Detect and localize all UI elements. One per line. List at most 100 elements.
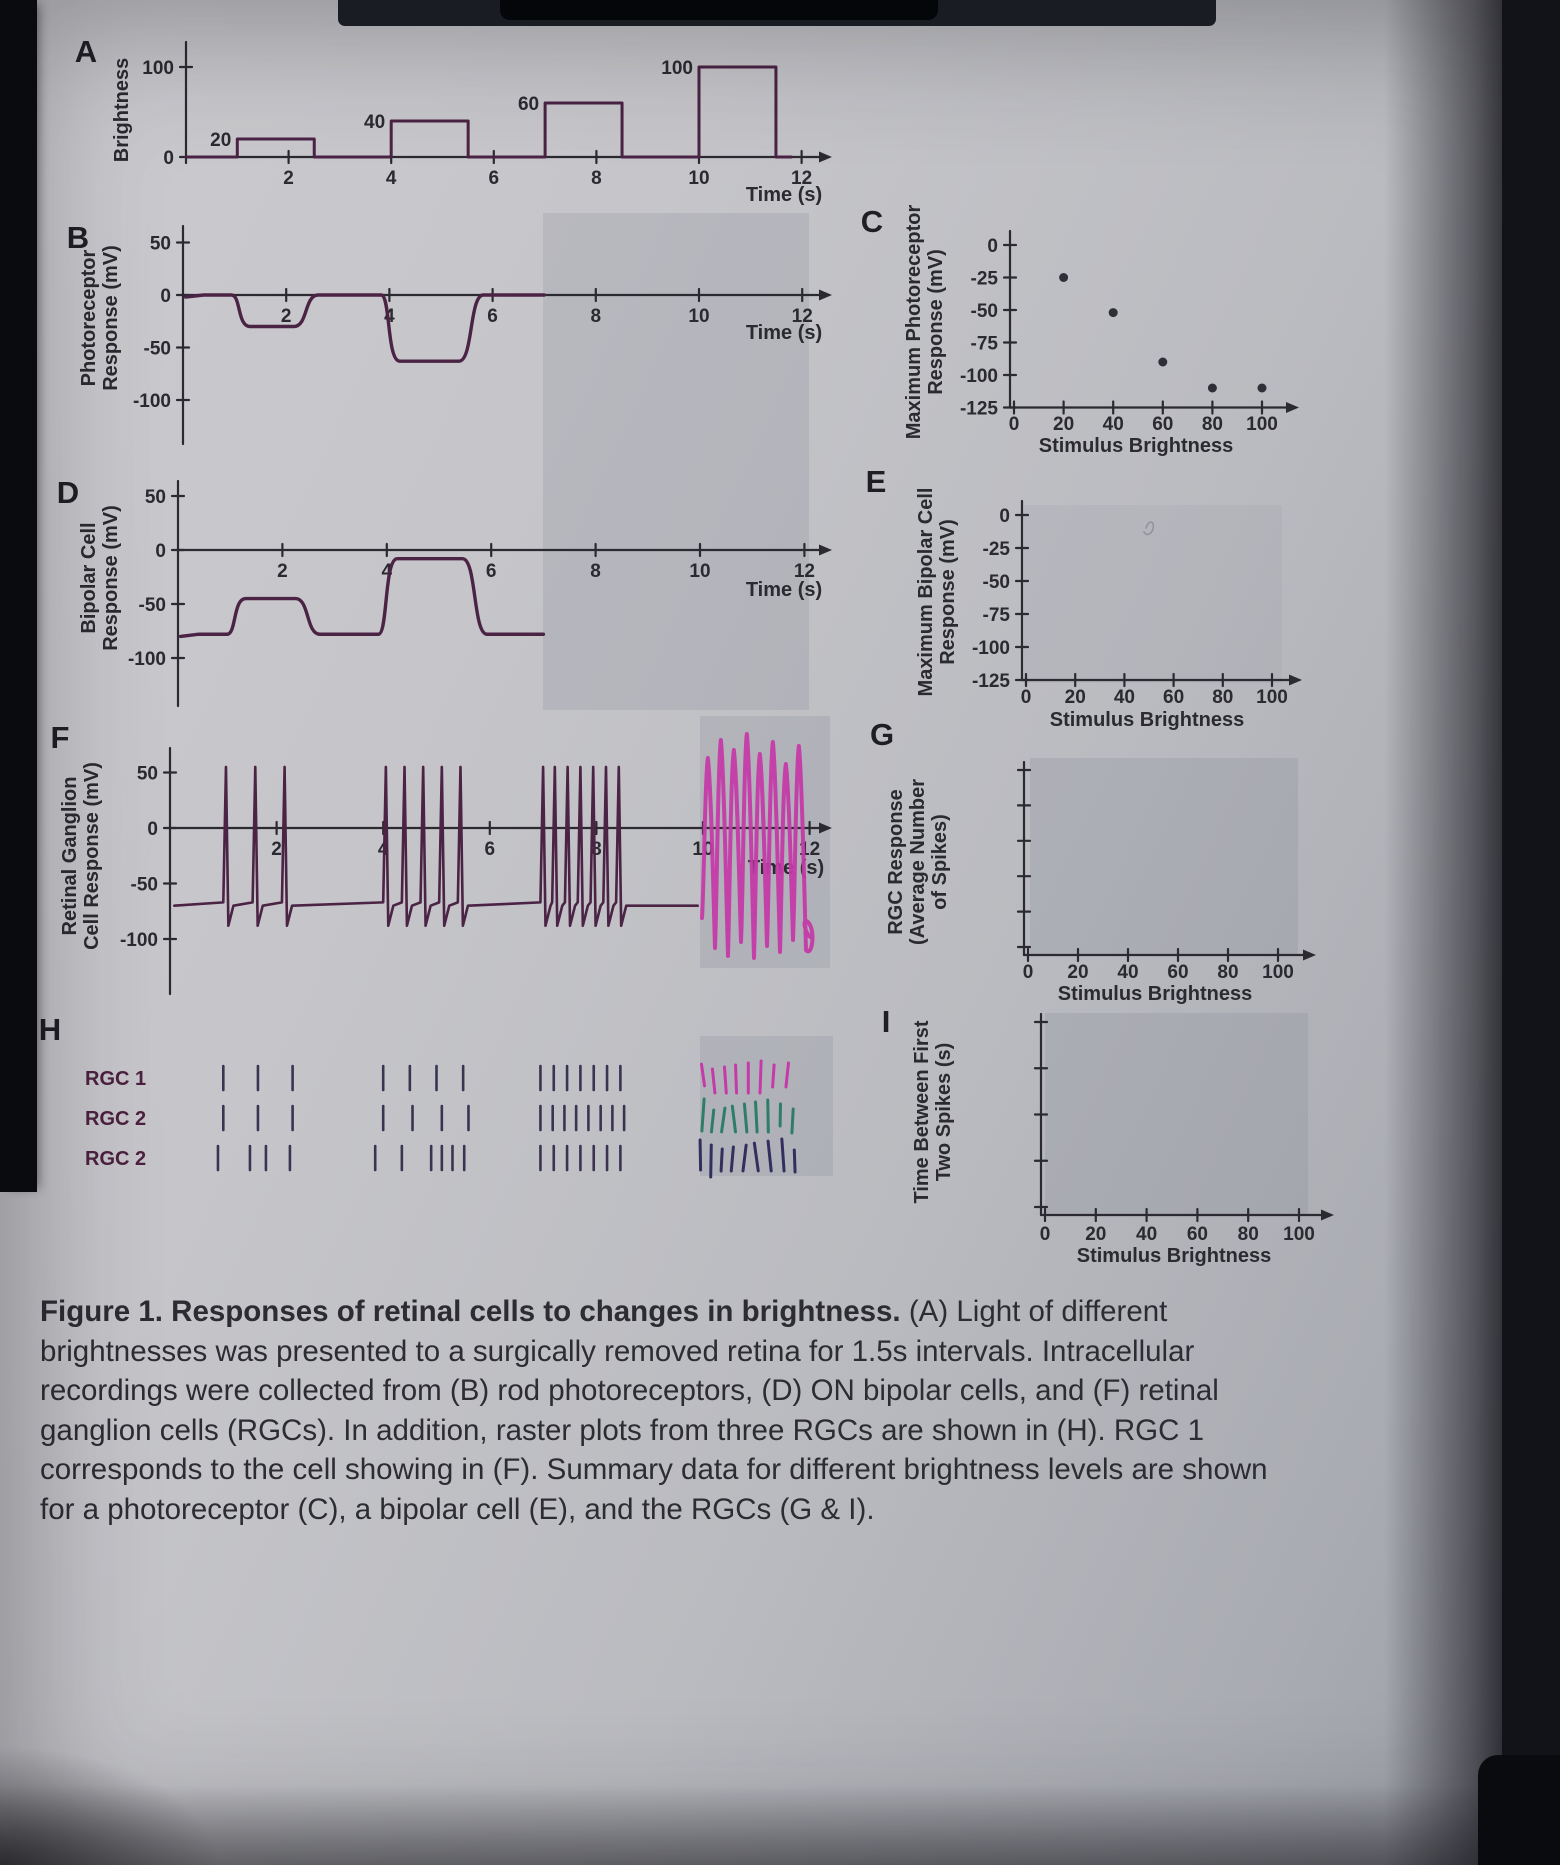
x-tick-label: 40	[1114, 687, 1135, 708]
y-axis-label: Cell Response (mV)	[81, 762, 103, 950]
hand-drawn-raster-tick	[729, 1145, 735, 1173]
x-tick-label: 4	[386, 168, 397, 189]
x-tick-label: 6	[487, 306, 498, 327]
y-tick-label: -100	[960, 366, 998, 387]
x-tick-label: 80	[1212, 687, 1233, 708]
x-tick-label: 60	[1163, 687, 1184, 708]
figure-caption-lead: Figure 1. Responses of retinal cells to …	[40, 1295, 901, 1328]
shaded-region	[1024, 505, 1282, 683]
data-point	[1059, 273, 1069, 282]
x-tick-label: 20	[1067, 962, 1088, 983]
x-tick-label: 2	[271, 839, 282, 860]
hand-drawn-raster-tick	[719, 1147, 724, 1173]
x-tick-label: 4	[384, 306, 395, 327]
pulse-value-label: 60	[518, 94, 539, 115]
y-axis-label: (Average Number	[907, 779, 929, 945]
y-tick-label: 0	[155, 541, 166, 562]
hand-drawn-raster-tick	[710, 1067, 717, 1095]
hand-drawn-raster-tick	[754, 1100, 759, 1134]
x-tick-label: 6	[485, 839, 496, 860]
hand-drawn-raster-tick	[752, 1141, 760, 1173]
panel-G: G RGC Response (Average Number of Spikes) 0 2…	[870, 717, 1316, 1005]
y-tick-label: -50	[139, 595, 166, 616]
y-tick-label: 50	[137, 764, 158, 785]
panel-A: A Brightness 2 4 6 8 10 12 100 0 Time (s) 20 40 60 100	[75, 34, 832, 206]
hand-drawn-raster-tick	[758, 1059, 763, 1095]
hand-drawn-raster-tick	[734, 1063, 739, 1095]
hand-drawn-raster-tick	[709, 1108, 716, 1134]
photo-left-edge	[0, 0, 37, 1192]
raster-row-label: RGC 2	[85, 1108, 146, 1130]
panel-I: I Time Between First Two Spikes (s) 0 20 40 60…	[882, 1004, 1334, 1267]
x-tick-label: 80	[1217, 962, 1238, 983]
hand-drawn-raster-tick	[792, 1148, 797, 1174]
x-axis-label: Stimulus Brightness	[1039, 435, 1233, 457]
data-point	[1257, 383, 1267, 393]
x-tick-label: 40	[1136, 1224, 1157, 1245]
photo-right-edge	[1502, 0, 1560, 1865]
hand-drawn-raster-tick	[766, 1139, 773, 1173]
panel-C: C Maximum Photoreceptor Response (mV) 0 -25 -…	[861, 204, 1299, 457]
x-tick-label: 80	[1238, 1224, 1259, 1245]
y-tick-label: -100	[133, 391, 171, 412]
x-tick-label: 60	[1152, 414, 1173, 435]
y-axis-label: RGC Response	[885, 789, 907, 935]
x-axis-label: Time (s)	[746, 184, 822, 206]
y-axis-label: Response (mV)	[100, 245, 122, 391]
x-axis-label: Stimulus Brightness	[1077, 1245, 1271, 1267]
y-axis-label: Brightness	[111, 58, 133, 162]
x-tick-label: 80	[1202, 414, 1223, 435]
data-point	[1158, 357, 1168, 367]
data-point	[1207, 383, 1217, 393]
pulse-value-label: 100	[661, 58, 693, 79]
panel-letter-E: E	[866, 464, 887, 499]
x-tick-label: 12	[794, 561, 815, 582]
x-tick-label: 12	[791, 168, 812, 189]
x-tick-label: 20	[1053, 414, 1074, 435]
y-tick-label: -75	[983, 605, 1011, 626]
hand-drawn-raster-tick	[784, 1061, 790, 1089]
x-tick-label: 100	[1246, 414, 1278, 435]
panel-letter-C: C	[861, 204, 883, 239]
hand-drawn-raster-tick	[766, 1098, 770, 1134]
x-tick-label: 0	[1021, 687, 1032, 708]
y-tick-label: 50	[145, 487, 166, 508]
x-tick-label: 8	[591, 168, 602, 189]
hand-drawn-raster-tick	[722, 1065, 728, 1095]
y-axis-label: Response (mV)	[100, 505, 122, 651]
panel-E: E Maximum Bipolar Cell Response (mV) 0 -25 -5…	[866, 464, 1302, 731]
y-tick-label: -125	[960, 399, 998, 420]
panel-D: D Bipolar Cell Response (mV) 2 4 6 8 10 12 50 0 -50…	[57, 475, 832, 708]
pulse-value-label: 20	[210, 130, 231, 151]
x-tick-label: 8	[590, 561, 601, 582]
y-tick-label: 0	[999, 506, 1010, 527]
x-tick-label: 2	[283, 168, 294, 189]
y-tick-label: -25	[983, 539, 1011, 560]
panel-letter-H: H	[39, 1012, 61, 1047]
x-tick-label: 0	[1040, 1224, 1051, 1245]
x-tick-label: 6	[489, 168, 500, 189]
x-axis-label: Time (s)	[746, 322, 822, 344]
x-tick-label: 40	[1117, 962, 1138, 983]
x-tick-label: 40	[1103, 414, 1124, 435]
y-tick-label: -100	[128, 649, 166, 670]
shaded-region	[1030, 758, 1298, 955]
panel-letter-G: G	[870, 717, 894, 752]
hand-drawn-raster-tick	[709, 1143, 713, 1179]
x-axis-label: Time (s)	[746, 579, 822, 601]
pencil-mark	[1143, 521, 1155, 536]
panel-H: H RGC 1 RGC 2 RGC 2	[39, 1012, 626, 1172]
y-tick-label: -50	[983, 572, 1010, 593]
panel-letter-D: D	[57, 475, 79, 510]
raster-row-label: RGC 2	[85, 1148, 146, 1170]
x-tick-label: 6	[486, 561, 497, 582]
panel-letter-B: B	[67, 220, 89, 255]
hand-drawn-raster-tick	[771, 1063, 776, 1089]
y-tick-label: -100	[120, 930, 158, 951]
hand-drawn-raster-tick	[699, 1062, 707, 1088]
figure-caption-body: (A) Light of different brightnesses was …	[40, 1295, 1268, 1526]
y-tick-label: -50	[131, 875, 158, 896]
hand-drawn-raster-tick	[780, 1137, 786, 1173]
